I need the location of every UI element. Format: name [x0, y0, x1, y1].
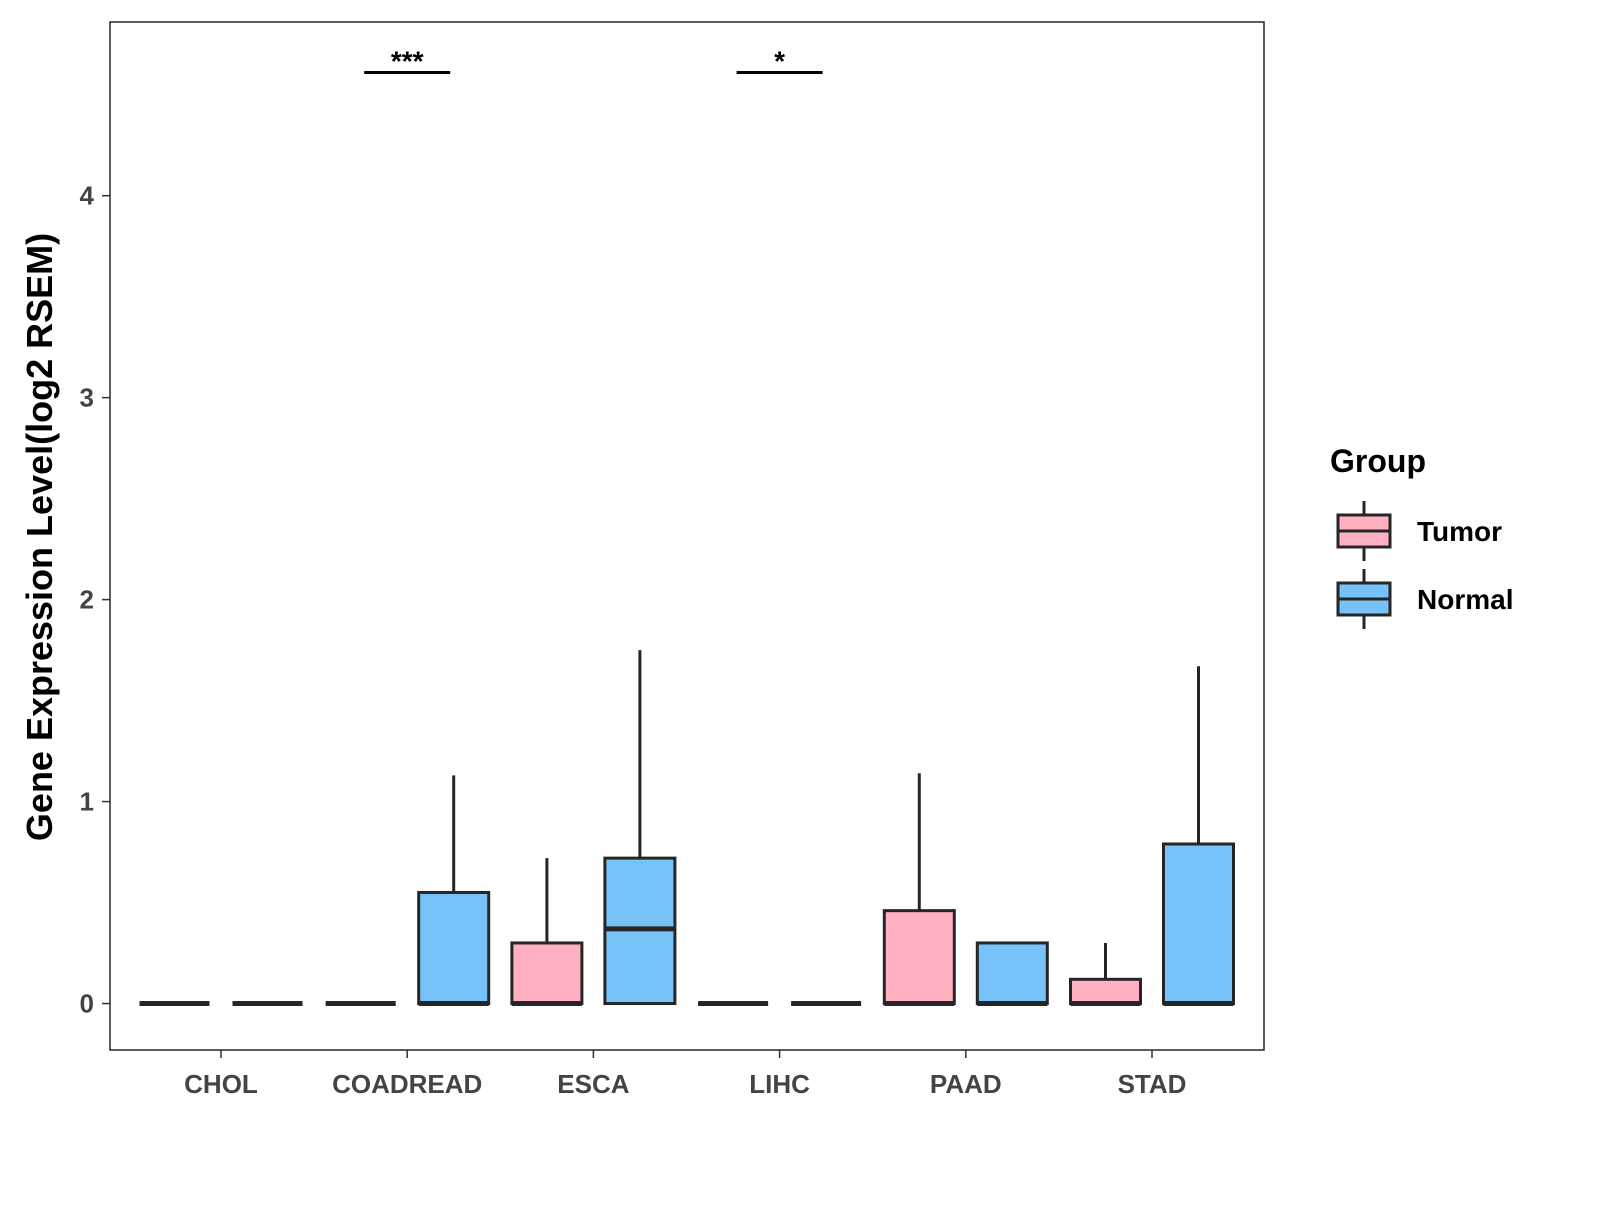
- legend-label-tumor: Tumor: [1417, 516, 1502, 547]
- y-tick-label: 1: [80, 787, 94, 817]
- box-tumor: [510, 941, 584, 1006]
- x-tick-label: PAAD: [930, 1069, 1002, 1099]
- y-tick-label: 0: [80, 989, 94, 1019]
- x-tick-label: STAD: [1118, 1069, 1187, 1099]
- box-normal: [1162, 842, 1235, 1006]
- x-tick-label: ESCA: [557, 1069, 629, 1099]
- significance-label: ***: [391, 45, 424, 76]
- significance-label: *: [774, 45, 785, 76]
- box-tumor: [882, 909, 956, 1006]
- box-normal: [417, 890, 491, 1006]
- box-tumor: [1069, 977, 1142, 1006]
- y-tick-label: 3: [80, 383, 94, 413]
- box-normal: [975, 941, 1049, 1006]
- y-axis-label: Gene Expression Level(log2 RSEM): [19, 233, 60, 841]
- x-tick-label: COADREAD: [332, 1069, 482, 1099]
- x-tick-label: LIHC: [749, 1069, 810, 1099]
- plot-panel: [109, 21, 1265, 1051]
- legend-label-normal: Normal: [1417, 584, 1513, 615]
- y-tick-label: 4: [80, 181, 95, 211]
- x-tick-label: CHOL: [184, 1069, 258, 1099]
- y-tick-label: 2: [80, 585, 94, 615]
- legend-title: Group: [1330, 443, 1426, 479]
